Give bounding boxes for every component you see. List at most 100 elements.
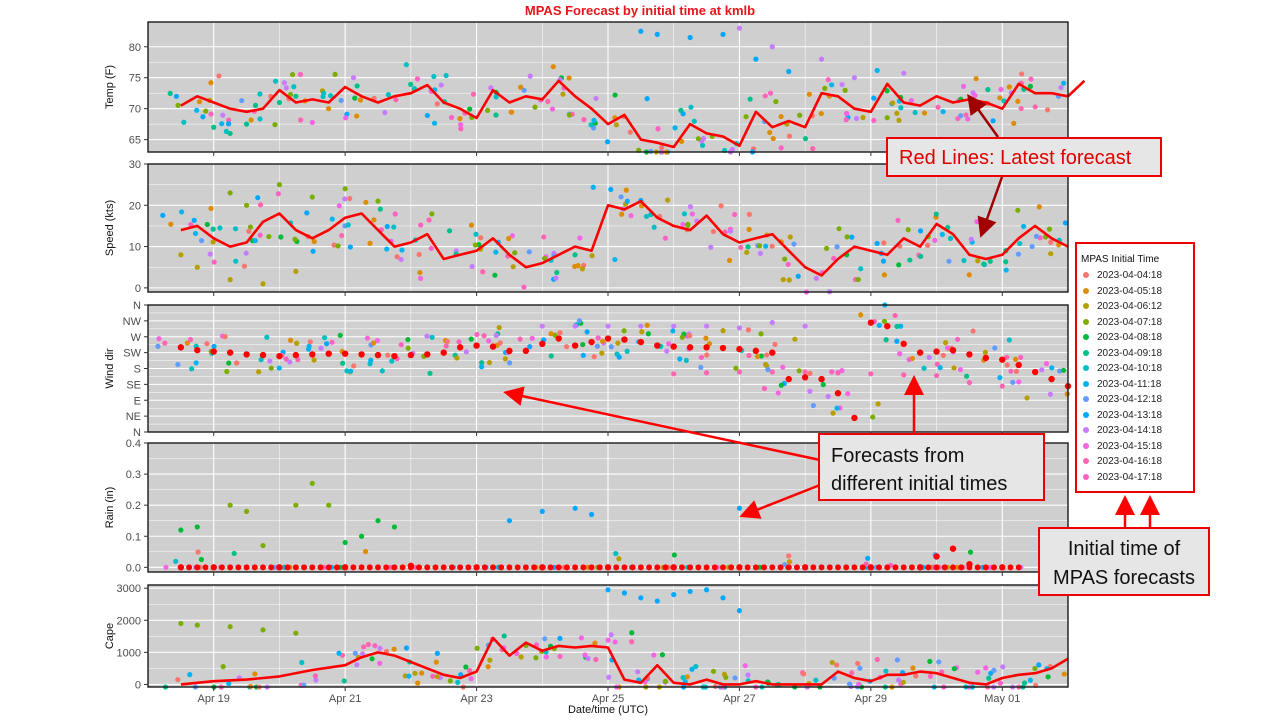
forecast-point	[377, 206, 383, 212]
forecast-point	[921, 110, 928, 116]
forecast-point	[1020, 223, 1027, 230]
forecast-point	[786, 553, 792, 559]
forecast-point	[680, 221, 686, 228]
forecast-point	[175, 102, 181, 108]
latest-forecast-point	[678, 564, 685, 571]
latest-forecast-point	[572, 564, 579, 571]
forecast-point	[881, 318, 888, 324]
forecast-point	[1048, 239, 1054, 245]
forecast-point	[260, 627, 266, 633]
forecast-point	[894, 110, 900, 116]
forecast-point	[666, 341, 672, 347]
forecast-point	[896, 117, 902, 123]
forecast-point	[612, 639, 618, 645]
callout-initial-times-line2: different initial times	[831, 473, 1008, 495]
forecast-point	[467, 106, 473, 112]
x-tick-label: Apr 21	[329, 693, 361, 705]
forecast-point	[839, 368, 845, 374]
latest-forecast	[180, 636, 1069, 686]
forecast-point	[256, 369, 262, 375]
forecast-point	[415, 680, 421, 686]
forecast-point	[800, 671, 807, 677]
latest-forecast-point	[218, 564, 225, 571]
forecast-point	[208, 80, 214, 86]
forecast-point	[703, 587, 710, 593]
forecast-point	[834, 662, 840, 668]
forecast-point	[173, 93, 179, 99]
x-axis-label: Date/time (UTC)	[568, 704, 648, 716]
forecast-point	[321, 90, 327, 96]
forecast-point	[469, 263, 475, 270]
forecast-point	[900, 679, 906, 685]
forecast-point	[671, 552, 677, 558]
forecast-point	[651, 652, 657, 658]
forecast-point	[438, 82, 444, 88]
callout-latest-forecast-text: Red Lines: Latest forecast	[899, 147, 1132, 169]
forecast-point	[898, 105, 904, 111]
forecast-point	[591, 117, 597, 123]
forecast-point	[708, 244, 714, 250]
forecast-point	[762, 361, 769, 368]
forecast-point	[577, 235, 583, 241]
forecast-point	[807, 388, 813, 394]
forecast-point	[605, 323, 611, 329]
latest-forecast-point	[752, 564, 759, 571]
forecast-point	[746, 226, 752, 232]
forecast-point	[855, 276, 861, 283]
forecast-point	[470, 91, 477, 97]
legend-label: 2023-04-13:18	[1097, 409, 1163, 421]
forecast-point	[581, 116, 587, 123]
forecast-point	[874, 656, 880, 663]
forecast-point	[173, 558, 179, 564]
forecast-point	[972, 92, 978, 98]
forecast-point	[484, 107, 491, 113]
forecast-point	[851, 75, 858, 81]
forecast-point	[606, 674, 612, 680]
forecast-point	[226, 360, 232, 366]
forecast-point	[342, 115, 349, 121]
forecast-point	[572, 505, 578, 511]
forecast-point	[521, 87, 527, 93]
forecast-point	[942, 340, 949, 346]
forecast-point	[604, 139, 611, 145]
latest-forecast-point	[769, 349, 776, 356]
latest-forecast-point	[826, 564, 833, 571]
forecast-point	[936, 659, 942, 665]
latest-forecast-point	[596, 564, 603, 571]
forecast-point	[417, 269, 423, 276]
latest-forecast-point	[490, 564, 496, 571]
latest-forecast-point	[884, 564, 891, 571]
forecast-point	[710, 668, 717, 674]
forecast-point	[496, 324, 502, 331]
latest-forecast-point	[317, 564, 324, 571]
callout-mpas-init-line1: Initial time of	[1067, 538, 1181, 560]
y-axis-label: Temp (F)	[104, 65, 116, 109]
forecast-point	[975, 669, 981, 675]
forecast-point	[595, 335, 601, 341]
latest-forecast-point	[711, 564, 718, 571]
forecast-point	[563, 344, 570, 350]
legend-label: 2023-04-08:18	[1097, 332, 1163, 343]
forecast-point	[720, 31, 726, 37]
forecast-point	[347, 244, 353, 250]
forecast-point	[1047, 391, 1054, 397]
y-tick-label: SW	[123, 348, 141, 360]
forecast-point	[618, 211, 625, 217]
forecast-point	[1024, 395, 1030, 401]
forecast-point	[293, 93, 299, 99]
forecast-point	[780, 364, 786, 370]
latest-forecast-point	[654, 564, 661, 571]
forecast-point	[1027, 83, 1033, 89]
forecast-point	[297, 71, 304, 78]
latest-forecast-point	[933, 564, 940, 571]
forecast-point	[1046, 226, 1053, 232]
latest-forecast-point	[539, 340, 546, 348]
forecast-point	[328, 92, 334, 99]
forecast-point	[629, 630, 635, 636]
forecast-point	[392, 211, 398, 217]
forecast-point	[825, 393, 831, 400]
forecast-point	[367, 240, 373, 246]
legend-item: 2023-04-16:18	[1083, 456, 1162, 471]
forecast-point	[193, 360, 199, 366]
forecast-point	[753, 56, 759, 62]
